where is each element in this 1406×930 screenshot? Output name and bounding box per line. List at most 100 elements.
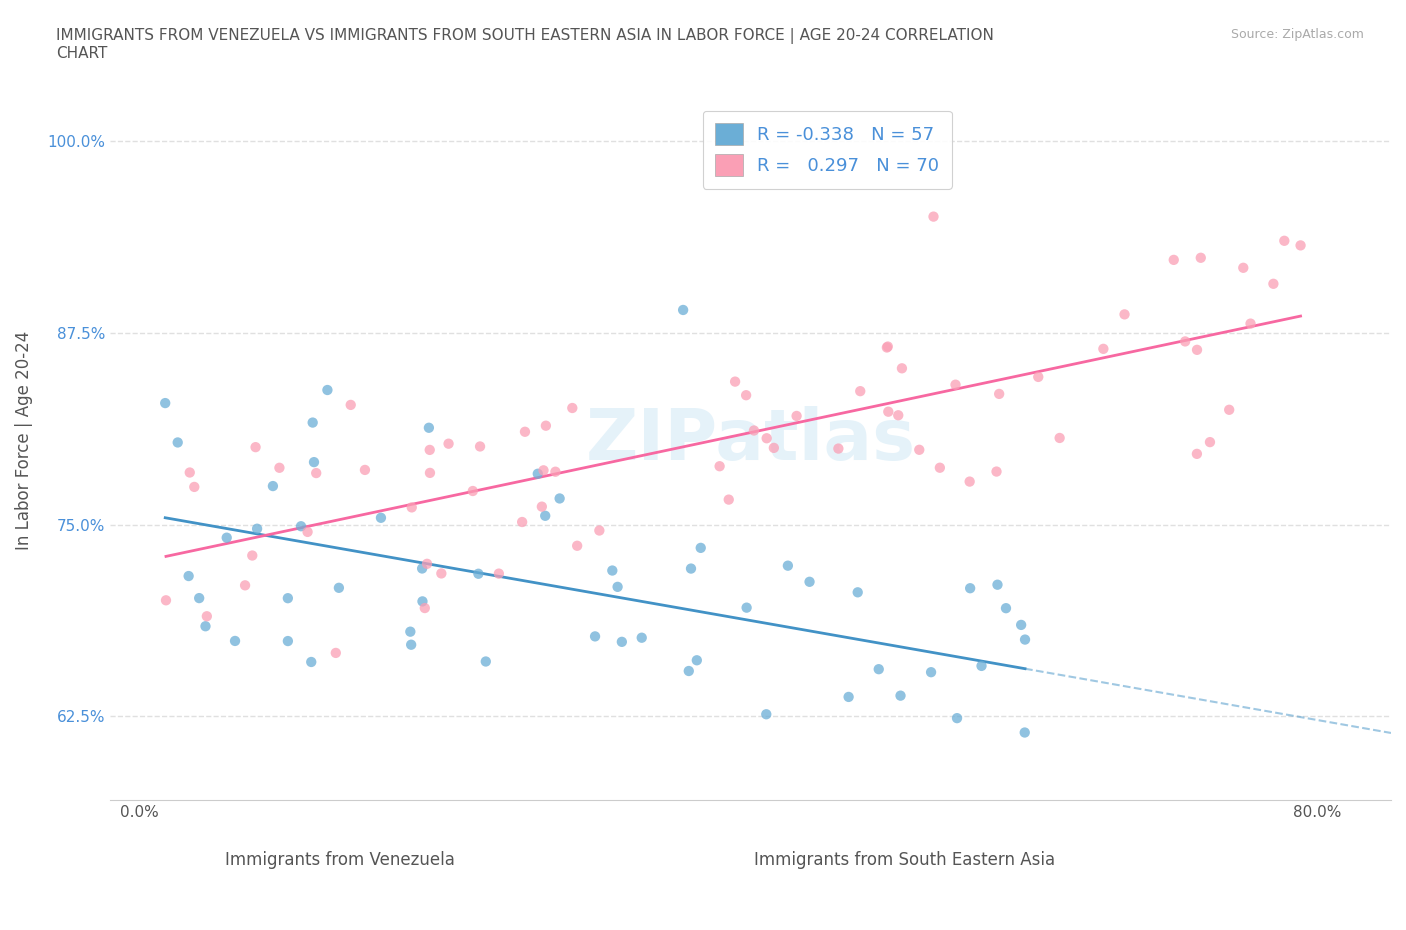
Point <box>224 633 246 648</box>
Point <box>411 594 433 609</box>
Legend: R = -0.338   N = 57, R =   0.297   N = 70: R = -0.338 N = 57, R = 0.297 N = 70 <box>703 111 952 189</box>
Point <box>1010 618 1032 632</box>
Text: Immigrants from South Eastern Asia: Immigrants from South Eastern Asia <box>754 851 1054 869</box>
Point <box>299 655 322 670</box>
Point <box>328 580 350 595</box>
Point <box>583 629 606 644</box>
Point <box>510 514 533 529</box>
Point <box>717 492 740 507</box>
Point <box>876 340 898 355</box>
Text: Source: ZipAtlas.com: Source: ZipAtlas.com <box>1230 28 1364 41</box>
Point <box>302 455 325 470</box>
Point <box>928 460 950 475</box>
Point <box>1185 342 1208 357</box>
Point <box>606 579 628 594</box>
Point <box>1189 250 1212 265</box>
Point <box>838 689 860 704</box>
Point <box>686 653 709 668</box>
Point <box>548 491 571 506</box>
Point <box>742 423 765 438</box>
Point <box>610 634 633 649</box>
Point <box>544 464 567 479</box>
Point <box>233 578 256 592</box>
Point <box>430 566 453 581</box>
Point <box>709 458 731 473</box>
Point <box>534 418 557 433</box>
Point <box>868 662 890 677</box>
Point <box>1174 334 1197 349</box>
Point <box>194 618 217 633</box>
Point <box>325 645 347 660</box>
Point <box>316 382 339 397</box>
Point <box>1026 369 1049 384</box>
Point <box>215 530 238 545</box>
Point <box>786 408 808 423</box>
Point <box>301 415 323 430</box>
Point <box>526 466 548 481</box>
Point <box>534 509 557 524</box>
Point <box>1185 446 1208 461</box>
Point <box>277 633 299 648</box>
Point <box>155 395 177 410</box>
Point <box>776 558 799 573</box>
Point <box>799 575 821 590</box>
Point <box>986 578 1008 592</box>
Point <box>297 525 319 539</box>
Point <box>755 431 778 445</box>
Point <box>986 464 1008 479</box>
Point <box>762 441 785 456</box>
Point <box>889 688 911 703</box>
Point <box>277 591 299 605</box>
Point <box>262 479 284 494</box>
Point <box>468 439 491 454</box>
Point <box>530 499 553 514</box>
Point <box>997 824 1019 839</box>
Point <box>827 441 849 456</box>
Point <box>876 339 898 354</box>
Point <box>945 378 967 392</box>
Point <box>419 443 441 458</box>
Point <box>735 388 758 403</box>
Point <box>672 302 695 317</box>
Point <box>399 637 422 652</box>
Point <box>488 566 510 581</box>
Point <box>602 563 624 578</box>
Point <box>890 361 912 376</box>
Text: IMMIGRANTS FROM VENEZUELA VS IMMIGRANTS FROM SOUTH EASTERN ASIA IN LABOR FORCE |: IMMIGRANTS FROM VENEZUELA VS IMMIGRANTS … <box>56 28 994 61</box>
Point <box>970 658 993 673</box>
Point <box>305 466 328 481</box>
Point <box>1218 403 1240 418</box>
Point <box>630 631 652 645</box>
Point <box>588 523 610 538</box>
Point <box>177 568 200 583</box>
Point <box>561 401 583 416</box>
Point <box>166 435 188 450</box>
Point <box>946 711 969 725</box>
Point <box>475 654 498 669</box>
Point <box>1272 233 1295 248</box>
Point <box>849 384 872 399</box>
Point <box>370 511 392 525</box>
Point <box>240 548 263 563</box>
Text: Immigrants from Venezuela: Immigrants from Venezuela <box>225 851 456 869</box>
Point <box>724 374 747 389</box>
Point <box>354 462 377 477</box>
Point <box>689 540 711 555</box>
Point <box>418 420 440 435</box>
Point <box>1263 276 1285 291</box>
Point <box>179 465 201 480</box>
Point <box>735 600 758 615</box>
Point <box>467 566 489 581</box>
Text: ZIPatlas: ZIPatlas <box>585 405 915 474</box>
Point <box>246 522 269 537</box>
Point <box>887 408 910 423</box>
Point <box>1163 252 1185 267</box>
Point <box>1239 316 1261 331</box>
Y-axis label: In Labor Force | Age 20-24: In Labor Force | Age 20-24 <box>15 330 32 550</box>
Point <box>1289 238 1312 253</box>
Point <box>195 609 218 624</box>
Point <box>188 591 211 605</box>
Point <box>678 664 700 679</box>
Point <box>533 463 555 478</box>
Point <box>959 580 981 595</box>
